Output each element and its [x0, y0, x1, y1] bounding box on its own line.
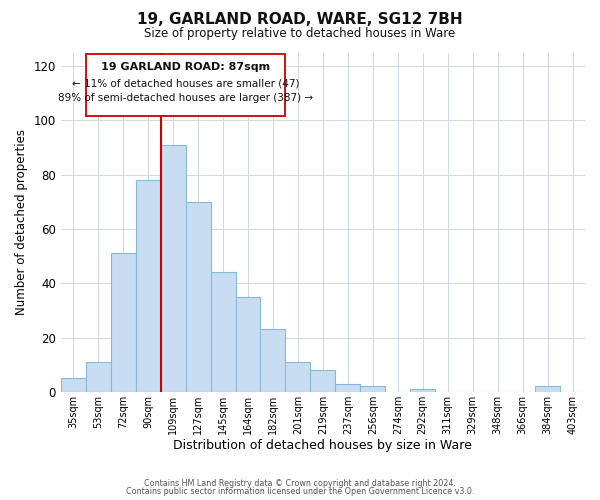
Bar	[61, 378, 86, 392]
Text: Size of property relative to detached houses in Ware: Size of property relative to detached ho…	[145, 28, 455, 40]
Text: 19, GARLAND ROAD, WARE, SG12 7BH: 19, GARLAND ROAD, WARE, SG12 7BH	[137, 12, 463, 28]
Bar	[260, 330, 286, 392]
Bar	[211, 272, 236, 392]
Bar	[86, 54, 285, 116]
Bar	[136, 180, 161, 392]
Bar	[335, 384, 361, 392]
X-axis label: Distribution of detached houses by size in Ware: Distribution of detached houses by size …	[173, 440, 472, 452]
Bar	[111, 254, 136, 392]
Text: 19 GARLAND ROAD: 87sqm: 19 GARLAND ROAD: 87sqm	[101, 62, 270, 72]
Bar	[310, 370, 335, 392]
Y-axis label: Number of detached properties: Number of detached properties	[15, 129, 28, 315]
Bar	[236, 297, 260, 392]
Text: Contains public sector information licensed under the Open Government Licence v3: Contains public sector information licen…	[126, 487, 474, 496]
Bar	[535, 386, 560, 392]
Bar	[86, 362, 111, 392]
Bar	[185, 202, 211, 392]
Text: ← 11% of detached houses are smaller (47): ← 11% of detached houses are smaller (47…	[72, 78, 299, 88]
Bar	[161, 145, 185, 392]
Bar	[361, 386, 385, 392]
Text: 89% of semi-detached houses are larger (387) →: 89% of semi-detached houses are larger (…	[58, 93, 313, 103]
Text: Contains HM Land Registry data © Crown copyright and database right 2024.: Contains HM Land Registry data © Crown c…	[144, 478, 456, 488]
Bar	[286, 362, 310, 392]
Bar	[410, 389, 435, 392]
